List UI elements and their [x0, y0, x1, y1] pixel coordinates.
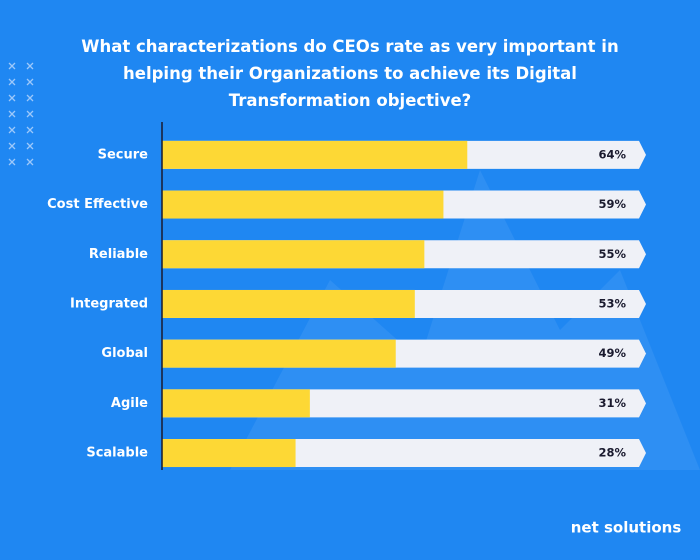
category-label: Scalable: [86, 446, 148, 461]
decoration-crosses: [8, 62, 34, 166]
category-label: Secure: [98, 147, 149, 162]
bar: [162, 240, 425, 269]
value-label: 55%: [598, 247, 626, 261]
category-label: Integrated: [70, 296, 148, 311]
bar: [162, 190, 444, 219]
plot-area: Secure 64% Cost Effective 59% Reliable 55% Int…: [47, 140, 646, 468]
category-label: Reliable: [89, 247, 148, 262]
value-label: 53%: [598, 296, 626, 310]
category-label: Agile: [111, 396, 148, 411]
value-label: 64%: [598, 147, 626, 161]
chart-title: What characterizations do CEOs rate as v…: [81, 37, 619, 110]
value-label: 28%: [598, 446, 626, 460]
bar: [162, 289, 415, 318]
bar: [162, 439, 296, 468]
value-label: 49%: [598, 346, 626, 360]
bar: [162, 140, 468, 169]
bar: [162, 389, 310, 418]
value-label: 59%: [598, 197, 626, 211]
category-label: Cost Effective: [47, 197, 148, 212]
brand-logo: net solutions: [571, 519, 682, 537]
value-label: 31%: [598, 396, 626, 410]
bar: [162, 339, 396, 368]
category-label: Global: [101, 346, 148, 361]
